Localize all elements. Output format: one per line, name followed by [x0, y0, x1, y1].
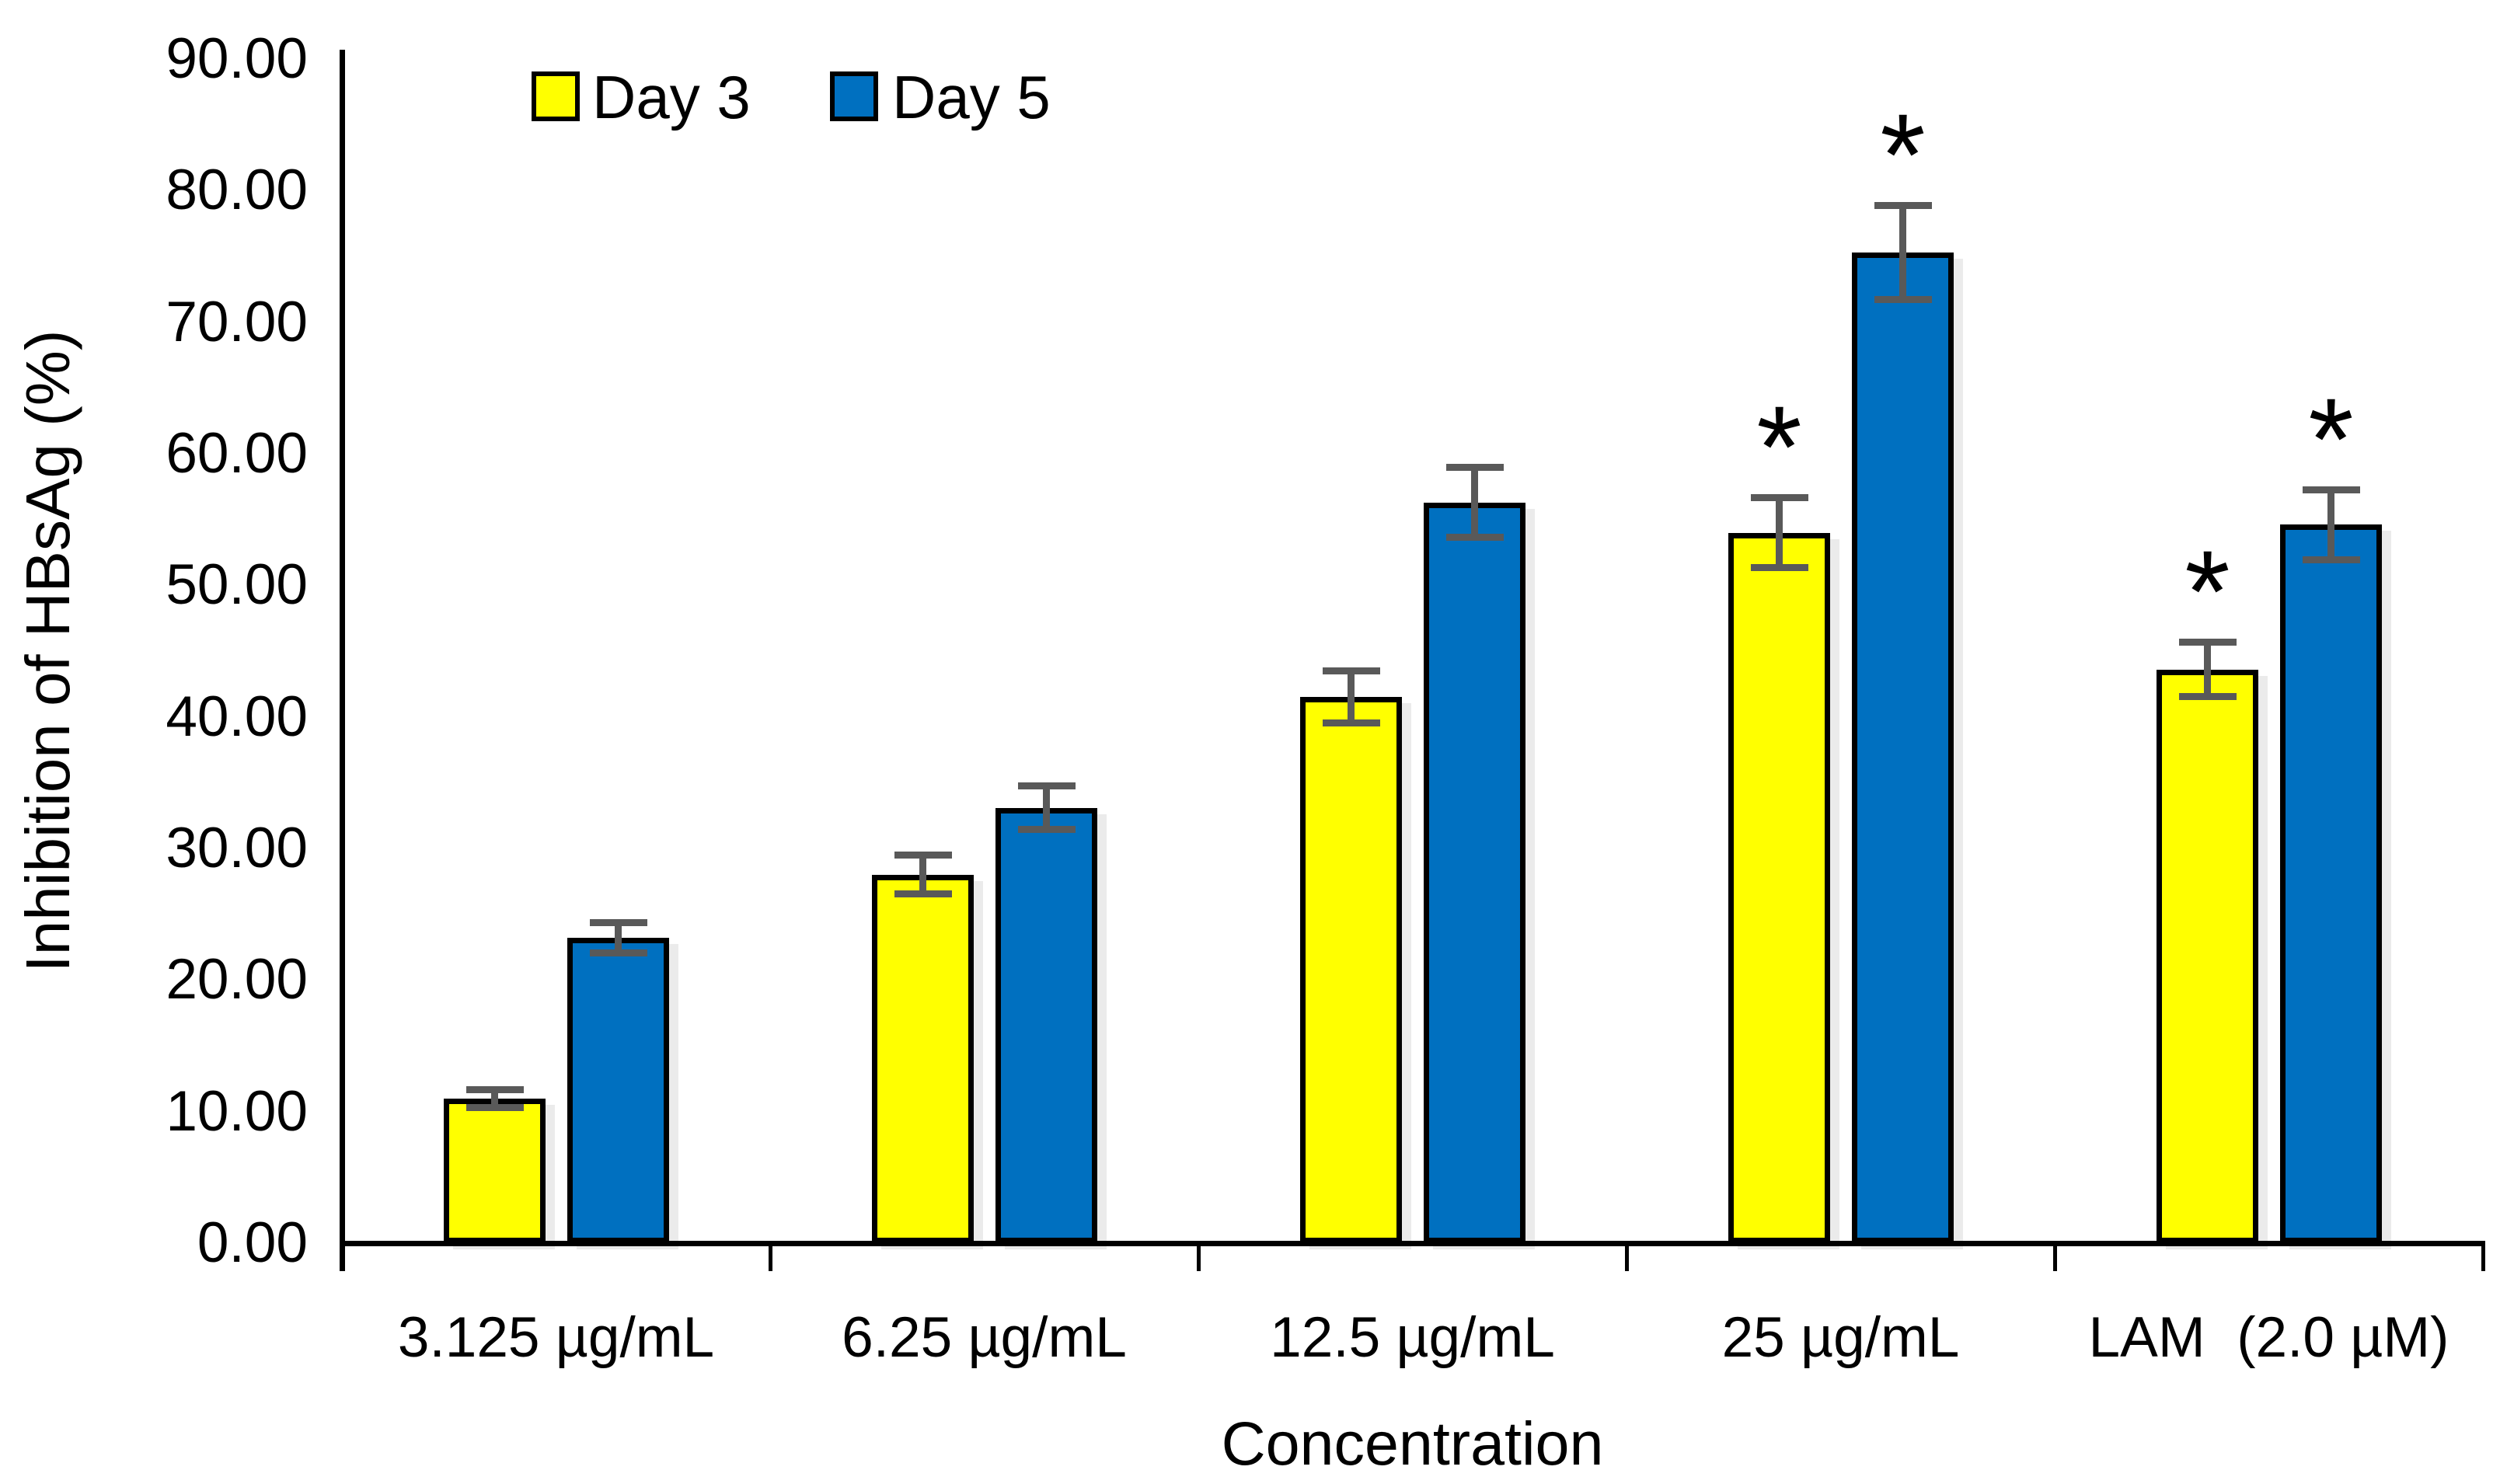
legend-label-day5: Day 5: [892, 63, 1051, 131]
error-bar-day5: [1471, 466, 1478, 538]
x-axis-tick: [1197, 1243, 1201, 1271]
error-bar-day3: [491, 1089, 498, 1108]
error-bar-cap-top: [1750, 493, 1808, 501]
bar-day5-12.5 µg/mL: [1424, 502, 1525, 1243]
error-bar-day5: [2327, 489, 2334, 561]
significance-asterisk: *: [2184, 526, 2230, 657]
error-bar-cap-top: [1017, 782, 1076, 789]
error-bar-cap-top: [1445, 463, 1504, 471]
error-bar-cap-bottom: [2178, 693, 2237, 701]
y-tick-label: 0.00: [197, 1211, 308, 1274]
bar-day3-25 µg/mL: [1728, 532, 1830, 1243]
x-axis-title: Concentration: [1221, 1409, 1604, 1478]
error-bar-cap-bottom: [1017, 826, 1076, 834]
y-axis-line: [340, 50, 345, 1271]
x-axis-tick: [769, 1243, 772, 1271]
y-tick-label: 40.00: [166, 685, 308, 748]
error-bar-day5: [1899, 204, 1906, 300]
error-bar-day3: [2204, 642, 2211, 698]
x-axis-tick: [2481, 1243, 2485, 1271]
category-label: 6.25 µg/mL: [842, 1306, 1127, 1369]
y-tick-label: 60.00: [166, 422, 308, 485]
error-bar-cap-top: [1322, 667, 1380, 675]
bar-day5-LAM (2.0 µM): [2280, 524, 2382, 1243]
legend-label-day3: Day 3: [592, 63, 751, 131]
bar-day5-3.125 µg/mL: [567, 938, 669, 1243]
category-label: 3.125 µg/mL: [397, 1306, 715, 1369]
error-bar-day5: [615, 921, 622, 954]
error-bar-cap-bottom: [1445, 534, 1504, 542]
error-bar-cap-top: [1874, 201, 1932, 209]
bar-day5-6.25 µg/mL: [995, 807, 1097, 1243]
legend-swatch-day3: [532, 71, 580, 121]
error-bar-cap-top: [2178, 639, 2237, 646]
y-tick-label: 20.00: [166, 948, 308, 1012]
category-label: LAM (2.0 µM): [2088, 1306, 2449, 1369]
error-bar-day3: [1348, 671, 1355, 724]
error-bar-day3: [919, 855, 926, 895]
category-label: 25 µg/mL: [1721, 1306, 1960, 1369]
error-bar-cap-bottom: [465, 1103, 524, 1111]
error-bar-cap-top: [2302, 486, 2360, 493]
significance-asterisk: *: [1756, 381, 1802, 512]
x-axis-tick: [1625, 1243, 1629, 1271]
bar-day5-25 µg/mL: [1852, 252, 1954, 1243]
error-bar-day5: [1043, 785, 1050, 831]
category-label: 12.5 µg/mL: [1270, 1306, 1555, 1369]
y-tick-label: 10.00: [166, 1079, 308, 1143]
x-axis-tick: [2053, 1243, 2057, 1271]
significance-asterisk: *: [1880, 89, 1926, 220]
significance-asterisk: *: [2308, 373, 2354, 504]
bar-day3-6.25 µg/mL: [872, 874, 974, 1243]
error-bar-cap-bottom: [1750, 564, 1808, 572]
error-bar-cap-top: [894, 852, 952, 859]
legend-swatch-day5: [830, 71, 878, 121]
error-bar-cap-top: [589, 918, 647, 926]
y-axis-title: Inhibition of HBsAg (%): [13, 329, 82, 973]
bar-day3-LAM (2.0 µM): [2157, 669, 2258, 1243]
error-bar-cap-bottom: [1874, 295, 1932, 303]
error-bar-cap-bottom: [1322, 719, 1380, 727]
error-bar-cap-bottom: [589, 949, 647, 957]
error-bar-day3: [1776, 496, 1783, 569]
y-tick-label: 30.00: [166, 817, 308, 880]
y-tick-label: 80.00: [166, 159, 308, 222]
error-bar-cap-bottom: [2302, 556, 2360, 564]
x-axis-line: [340, 1241, 2485, 1246]
bar-day3-12.5 µg/mL: [1300, 697, 1402, 1243]
bar-day3-3.125 µg/mL: [444, 1098, 546, 1243]
y-tick-label: 50.00: [166, 553, 308, 617]
y-tick-label: 70.00: [166, 290, 308, 354]
x-axis-tick: [340, 1243, 344, 1271]
y-tick-label: 90.00: [166, 27, 308, 90]
error-bar-cap-top: [465, 1085, 524, 1093]
error-bar-cap-bottom: [894, 890, 952, 898]
